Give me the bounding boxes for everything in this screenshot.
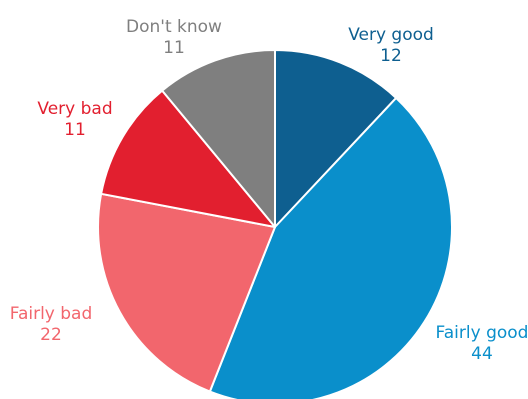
label-very-bad-value: 11 — [64, 120, 86, 140]
label-fairly-bad-name: Fairly bad — [9, 304, 93, 324]
label-very-bad: Very bad 11 — [37, 99, 112, 141]
label-dont-know: Don't know 11 — [126, 17, 222, 59]
label-fairly-good-name: Fairly good — [435, 323, 528, 343]
label-fairly-bad: Fairly bad 22 — [10, 304, 93, 346]
slice-very-bad — [100, 89, 276, 228]
slice-fairly-good — [208, 96, 453, 399]
label-very-good-value: 12 — [380, 46, 402, 66]
label-very-good-name: Very good — [348, 25, 434, 45]
label-fairly-good: Fairly good 44 — [436, 323, 528, 365]
label-fairly-good-value: 44 — [471, 344, 493, 364]
label-very-bad-name: Very bad — [37, 99, 113, 119]
slice-fairly-bad — [97, 192, 276, 393]
slice-dont-know — [161, 49, 276, 228]
label-dont-know-name: Don't know — [126, 17, 222, 37]
label-dont-know-value: 11 — [163, 38, 185, 58]
slice-very-good — [274, 49, 398, 228]
label-very-good: Very good 12 — [348, 25, 434, 67]
label-fairly-bad-value: 22 — [40, 325, 62, 345]
